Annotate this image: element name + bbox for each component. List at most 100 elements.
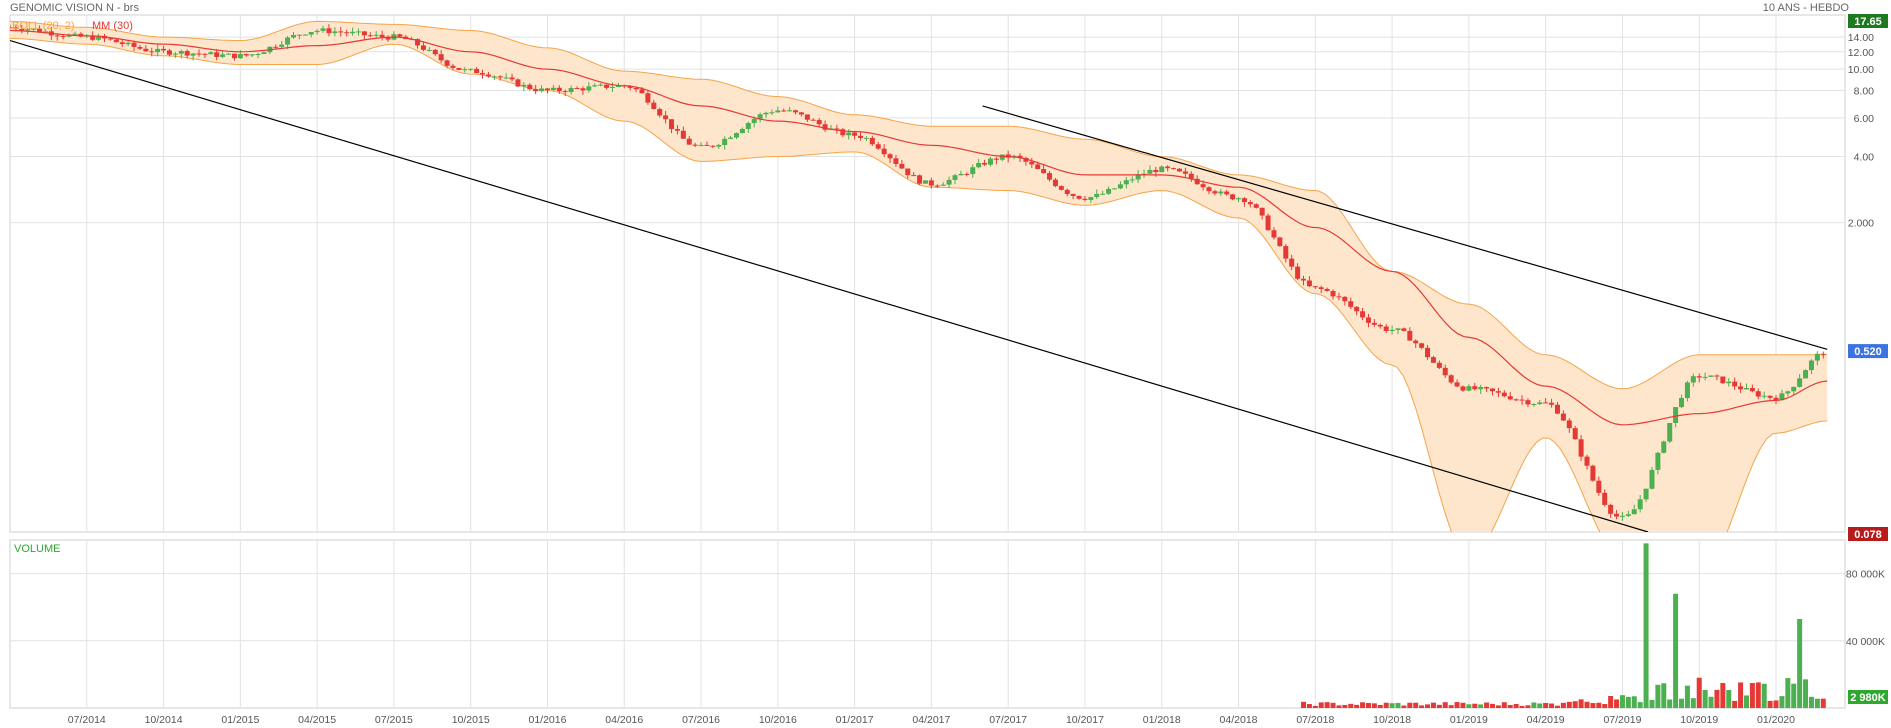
candle-body xyxy=(751,118,757,124)
candle-body xyxy=(1218,191,1224,194)
candle-body xyxy=(155,48,161,53)
candle-body xyxy=(970,167,976,174)
x-label-9: 10/2016 xyxy=(759,714,797,726)
volume-bar xyxy=(1596,702,1602,708)
x-label-7: 04/2016 xyxy=(605,714,643,726)
candle-body xyxy=(326,28,332,34)
candle-body xyxy=(733,133,739,138)
candle-body xyxy=(1360,311,1366,318)
volume-bar xyxy=(1791,683,1797,708)
legend-ma: MM (30) xyxy=(92,20,133,32)
candle-body xyxy=(556,87,562,92)
candle-body xyxy=(1023,158,1029,162)
candle-body xyxy=(858,135,864,138)
candle-body xyxy=(674,129,680,131)
x-label-11: 04/2017 xyxy=(912,714,950,726)
volume-bar xyxy=(1702,690,1708,708)
candle-body xyxy=(208,52,214,55)
volume-bar xyxy=(1336,705,1342,708)
volume-bar xyxy=(1625,696,1631,708)
x-label-18: 01/2019 xyxy=(1450,714,1488,726)
candle-body xyxy=(1058,186,1064,190)
candle-body xyxy=(934,185,940,187)
candle-body xyxy=(810,119,816,121)
volume-bar xyxy=(1820,698,1826,708)
candle-body xyxy=(1230,194,1236,200)
volume-bar xyxy=(1578,699,1584,708)
candle-body xyxy=(663,115,669,120)
candle-body xyxy=(125,42,131,45)
candle-body xyxy=(249,54,255,56)
candle-body xyxy=(420,45,426,50)
badge-last: 0.520 xyxy=(1854,346,1882,358)
candle-body xyxy=(1513,399,1519,401)
candle-body xyxy=(1637,499,1643,510)
moving-average-line xyxy=(10,29,1828,426)
candle-body xyxy=(1324,288,1330,291)
volume-bar xyxy=(1318,702,1324,708)
candle-body xyxy=(680,130,686,139)
candle-body xyxy=(1371,322,1377,325)
candle-body xyxy=(1708,375,1714,377)
candle-body xyxy=(1448,375,1454,383)
candle-body xyxy=(1578,439,1584,457)
candle-body xyxy=(1667,422,1673,442)
candle-body xyxy=(344,32,350,34)
candle-body xyxy=(202,53,208,55)
candle-body xyxy=(1088,197,1094,200)
candle-body xyxy=(314,30,320,33)
candle-body xyxy=(911,175,917,177)
candle-body xyxy=(1584,456,1590,466)
candle-body xyxy=(415,39,421,46)
candle-body xyxy=(1702,376,1708,378)
candle-body xyxy=(1147,169,1153,174)
candle-body xyxy=(533,89,539,92)
candle-body xyxy=(550,87,556,90)
candle-body xyxy=(763,112,769,115)
price-tick-5: 4.00 xyxy=(1854,152,1875,164)
volume-bar xyxy=(1755,682,1761,708)
volume-bar xyxy=(1679,698,1685,708)
volume-bar xyxy=(1490,703,1496,708)
volume-bar xyxy=(1608,696,1614,708)
candle-body xyxy=(793,110,799,113)
candle-body xyxy=(1614,513,1620,517)
candle-body xyxy=(1176,168,1182,172)
candle-body xyxy=(1684,382,1690,398)
chart-period[interactable]: 10 ANS - HEBDO xyxy=(1762,2,1849,14)
candle-body xyxy=(1808,360,1814,371)
candle-body xyxy=(1472,386,1478,390)
price-panel xyxy=(9,14,1846,533)
candle-body xyxy=(1490,388,1496,392)
volume-bar xyxy=(1430,702,1436,708)
candle-body xyxy=(840,129,846,136)
x-label-12: 07/2017 xyxy=(989,714,1027,726)
candle-body xyxy=(1377,324,1383,327)
candle-body xyxy=(987,158,993,165)
legend-volume: VOLUME xyxy=(14,543,60,555)
badge-volume-last: 2 980K xyxy=(1850,692,1886,704)
candle-body xyxy=(302,34,308,36)
volume-bar xyxy=(1371,703,1377,708)
candle-body xyxy=(1354,306,1360,312)
candle-body xyxy=(166,50,172,55)
candle-body xyxy=(1312,286,1318,288)
candle-body xyxy=(1247,202,1253,205)
candle-body xyxy=(615,85,621,87)
candle-body xyxy=(214,52,220,57)
volume-bar xyxy=(1767,700,1773,708)
volume-bar xyxy=(1649,699,1655,708)
candle-body xyxy=(1661,441,1667,453)
price-plot-group xyxy=(10,20,1828,532)
candle-body xyxy=(13,27,19,30)
volume-bar xyxy=(1495,705,1501,708)
volume-bar xyxy=(1348,703,1354,708)
candle-body xyxy=(698,144,704,146)
candle-body xyxy=(450,65,456,68)
volume-bar xyxy=(1803,679,1809,708)
candle-body xyxy=(1466,386,1472,391)
volume-bar xyxy=(1549,703,1555,708)
candle-body xyxy=(1342,296,1348,302)
candle-body xyxy=(172,53,178,55)
